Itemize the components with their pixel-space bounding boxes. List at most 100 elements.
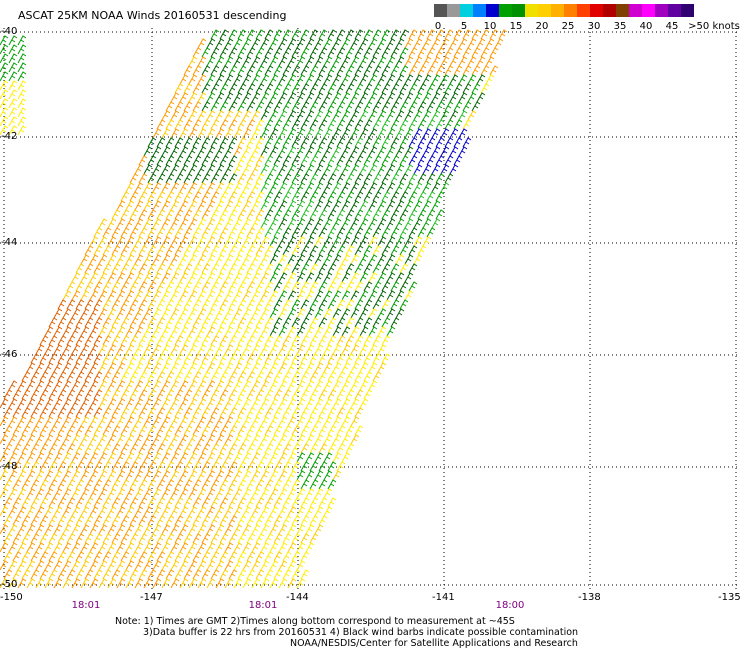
wind-barb <box>233 38 243 49</box>
wind-barb <box>224 38 234 49</box>
wind-barb <box>143 236 153 247</box>
wind-barb <box>174 245 184 256</box>
wind-barb <box>305 218 315 229</box>
wind-barb <box>287 56 297 67</box>
wind-barb <box>210 389 220 400</box>
wind-barb <box>215 128 225 139</box>
wind-barb <box>30 515 40 526</box>
wind-barb <box>282 515 292 526</box>
wind-barb <box>305 362 315 373</box>
wind-barb <box>102 479 112 490</box>
wind-barb <box>264 443 274 454</box>
wind-barb <box>93 533 103 544</box>
wind-barb <box>57 497 67 508</box>
wind-barb <box>273 29 283 40</box>
wind-barb <box>188 560 198 571</box>
wind-barb <box>219 263 229 274</box>
wind-barb <box>134 272 144 283</box>
wind-barb <box>161 326 171 337</box>
wind-barb <box>107 560 117 571</box>
wind-barb <box>345 353 355 364</box>
wind-barb <box>269 110 279 121</box>
wind-barb <box>323 416 333 427</box>
wind-barb <box>210 371 220 382</box>
wind-barb <box>188 506 198 517</box>
wind-barb <box>390 245 400 256</box>
wind-barb <box>84 299 94 310</box>
wind-barb <box>350 164 360 175</box>
wind-barb <box>206 308 216 319</box>
wind-barb <box>35 470 45 481</box>
wind-barb <box>201 515 211 526</box>
wind-barb <box>17 488 27 499</box>
wind-barb <box>197 56 207 67</box>
wind-barb <box>125 344 135 355</box>
wind-barb <box>57 515 67 526</box>
wind-barb <box>242 398 252 409</box>
wind-barb <box>255 227 265 238</box>
wind-barb <box>269 542 279 553</box>
wind-barb <box>219 479 229 490</box>
wind-barb <box>111 569 121 580</box>
wind-barb <box>44 380 54 391</box>
wind-barb <box>62 290 72 301</box>
wind-barb <box>377 182 387 193</box>
wind-barb <box>332 146 342 157</box>
wind-barb <box>39 335 49 346</box>
wind-barb <box>192 209 202 220</box>
wind-barb <box>314 272 324 283</box>
wind-barb <box>359 380 369 391</box>
wind-barb <box>170 236 180 247</box>
wind-barb <box>62 470 72 481</box>
wind-barb <box>0 578 9 589</box>
wind-barb <box>318 263 328 274</box>
wind-barb <box>381 299 391 310</box>
wind-barb <box>345 65 355 76</box>
wind-barb <box>332 254 342 265</box>
wind-barb <box>296 236 306 247</box>
wind-barb <box>147 353 157 364</box>
wind-barb <box>264 569 274 580</box>
wind-barb <box>278 146 288 157</box>
wind-barb <box>251 128 261 139</box>
wind-barb <box>170 398 180 409</box>
wind-barb <box>147 209 157 220</box>
wind-barb <box>116 380 126 391</box>
wind-barb <box>251 56 261 67</box>
wind-barb <box>111 263 121 274</box>
wind-barb <box>215 578 225 589</box>
wind-barb <box>287 38 297 49</box>
wind-barb <box>300 65 310 76</box>
wind-barb <box>350 182 360 193</box>
wind-barb <box>278 452 288 463</box>
wind-barb <box>156 173 166 184</box>
wind-barb <box>291 335 301 346</box>
wind-barb <box>309 281 319 292</box>
wind-barb <box>359 146 369 157</box>
wind-barb <box>413 92 423 103</box>
wind-barb <box>0 71 9 82</box>
wind-barb <box>206 506 216 517</box>
wind-barb <box>431 146 441 157</box>
wind-barb <box>363 155 373 166</box>
wind-barb <box>273 191 283 202</box>
wind-barb <box>66 353 76 364</box>
wind-barb <box>0 470 9 481</box>
wind-barb <box>152 488 162 499</box>
wind-barb <box>197 578 207 589</box>
wind-barb <box>80 578 90 589</box>
wind-barb <box>237 317 247 328</box>
wind-barb <box>174 389 184 400</box>
wind-barb <box>341 236 351 247</box>
wind-barb <box>107 578 117 589</box>
wind-barb <box>84 479 94 490</box>
wind-barb <box>3 443 13 454</box>
wind-barb <box>174 353 184 364</box>
wind-barb <box>224 272 234 283</box>
wind-barb <box>17 380 27 391</box>
wind-barb <box>111 371 121 382</box>
wind-barb <box>21 533 31 544</box>
wind-barb <box>269 344 279 355</box>
wind-barb <box>237 65 247 76</box>
wind-barb <box>399 47 409 58</box>
